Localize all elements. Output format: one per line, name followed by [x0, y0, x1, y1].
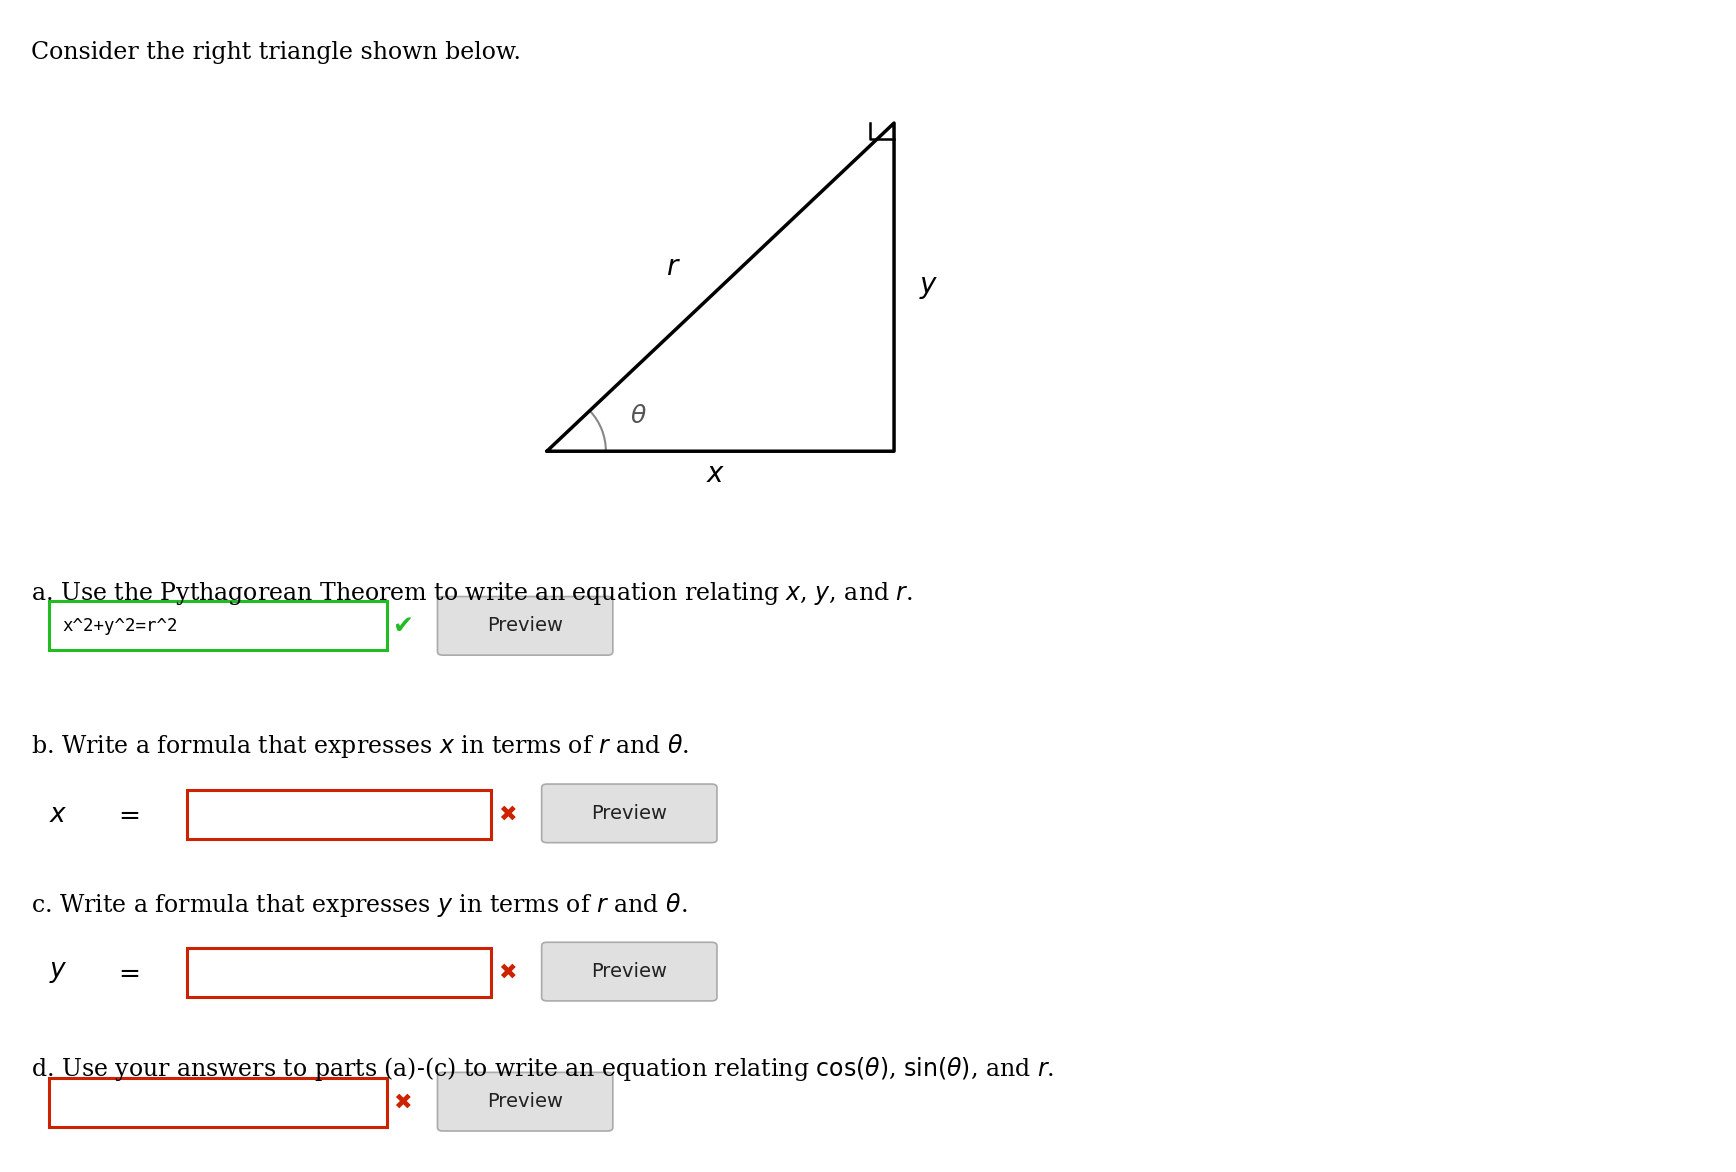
Text: ✖: ✖: [498, 804, 516, 825]
Text: $\theta$: $\theta$: [630, 404, 648, 428]
Text: $x$: $x$: [705, 461, 726, 489]
Text: $r$: $r$: [667, 253, 681, 281]
Text: b. Write a formula that expresses $x$ in terms of $r$ and $\theta$.: b. Write a formula that expresses $x$ in…: [31, 732, 689, 761]
Text: $=$: $=$: [113, 802, 139, 827]
Text: $y$: $y$: [918, 273, 939, 301]
FancyBboxPatch shape: [542, 784, 717, 843]
Text: $x$: $x$: [49, 802, 68, 827]
Text: Preview: Preview: [592, 962, 667, 981]
FancyBboxPatch shape: [542, 942, 717, 1001]
Text: a. Use the Pythagorean Theorem to write an equation relating $x$, $y$, and $r$.: a. Use the Pythagorean Theorem to write …: [31, 580, 913, 607]
Text: Preview: Preview: [592, 804, 667, 823]
Bar: [49, 1078, 387, 1127]
FancyBboxPatch shape: [437, 1072, 613, 1131]
Text: Preview: Preview: [488, 1092, 562, 1111]
Text: $y$: $y$: [49, 960, 68, 986]
Text: $=$: $=$: [113, 960, 139, 986]
Text: ✔: ✔: [392, 614, 413, 638]
FancyBboxPatch shape: [437, 597, 613, 655]
Text: ✖: ✖: [498, 962, 516, 983]
Text: ✖: ✖: [394, 1092, 411, 1113]
Text: Preview: Preview: [488, 616, 562, 635]
Bar: [187, 948, 491, 997]
Text: c. Write a formula that expresses $y$ in terms of $r$ and $\theta$.: c. Write a formula that expresses $y$ in…: [31, 891, 687, 919]
Text: x^2+y^2=r^2: x^2+y^2=r^2: [62, 616, 179, 635]
Bar: [187, 790, 491, 839]
Bar: [49, 601, 387, 650]
Text: Consider the right triangle shown below.: Consider the right triangle shown below.: [31, 41, 521, 64]
Text: d. Use your answers to parts (a)-(c) to write an equation relating $\cos(\theta): d. Use your answers to parts (a)-(c) to …: [31, 1055, 1054, 1083]
